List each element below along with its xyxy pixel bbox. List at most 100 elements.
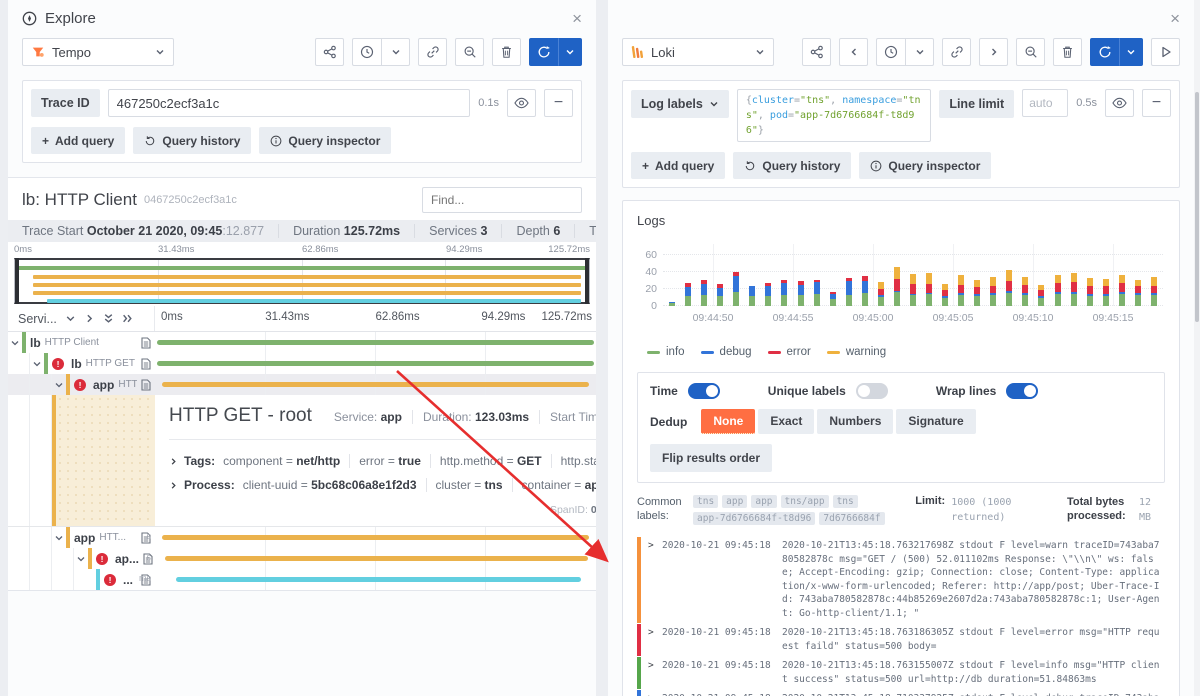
chevron-down-icon[interactable] bbox=[76, 554, 86, 564]
double-chevron-down-icon[interactable] bbox=[103, 313, 114, 324]
run-query-button[interactable] bbox=[529, 38, 558, 66]
legend-item-warning[interactable]: warning bbox=[826, 346, 886, 358]
chevron-down-icon[interactable] bbox=[10, 338, 20, 348]
chart-bar[interactable] bbox=[829, 292, 836, 306]
trace-find-input[interactable] bbox=[422, 187, 582, 213]
remove-query-button[interactable]: − bbox=[1142, 89, 1171, 117]
dedup-option-signature[interactable]: Signature bbox=[896, 409, 976, 434]
chevron-down-icon[interactable] bbox=[54, 533, 64, 543]
close-left-pane-icon[interactable]: × bbox=[572, 8, 582, 28]
time-range-button[interactable] bbox=[876, 38, 905, 66]
time-range-dropdown[interactable] bbox=[905, 38, 934, 66]
chart-bar[interactable] bbox=[797, 281, 804, 306]
logql-query-input[interactable]: {cluster="tns", namespace="tns", pod="ap… bbox=[736, 89, 932, 142]
legend-item-debug[interactable]: debug bbox=[700, 346, 752, 358]
query-inspector-button[interactable]: Query inspector bbox=[259, 127, 392, 154]
clear-button[interactable] bbox=[492, 38, 521, 66]
link-split-button[interactable] bbox=[942, 38, 971, 66]
chart-bar[interactable] bbox=[1054, 274, 1061, 306]
link-split-button[interactable] bbox=[418, 38, 447, 66]
double-chevron-right-icon[interactable] bbox=[122, 313, 133, 324]
log-row-debug[interactable]: >2020-10-21 09:45:182020-10-21T13:45:18.… bbox=[637, 690, 1165, 696]
query-inspector-button[interactable]: Query inspector bbox=[859, 152, 992, 179]
span-duration-bar[interactable] bbox=[162, 382, 589, 387]
zoom-out-button[interactable] bbox=[455, 38, 484, 66]
span-duration-bar[interactable] bbox=[162, 535, 589, 540]
log-labels-selector[interactable]: Log labels bbox=[631, 90, 729, 118]
span-row-db[interactable]: ! ... ms bbox=[8, 569, 596, 590]
run-query-dropdown[interactable] bbox=[558, 38, 582, 66]
dedup-option-exact[interactable]: Exact bbox=[758, 409, 815, 434]
expand-log-row-icon[interactable]: > bbox=[648, 692, 662, 696]
flip-results-order-button[interactable]: Flip results order bbox=[650, 444, 773, 472]
span-duration-bar[interactable] bbox=[156, 361, 595, 366]
span-row-app-http-selected[interactable]: ! app HTTP... bbox=[8, 374, 596, 395]
span-logs-icon[interactable] bbox=[141, 573, 151, 586]
span-tags-row[interactable]: Tags: component = net/http error = true … bbox=[169, 454, 596, 468]
chart-bar[interactable] bbox=[1022, 277, 1029, 306]
chart-bar[interactable] bbox=[1038, 284, 1045, 306]
expand-log-row-icon[interactable]: > bbox=[648, 627, 654, 638]
span-row-lb-http-client[interactable]: lb HTTP Client bbox=[8, 332, 596, 353]
chart-bar[interactable] bbox=[749, 285, 756, 306]
page-scrollbar[interactable] bbox=[1194, 0, 1200, 696]
span-duration-bar[interactable] bbox=[156, 340, 595, 345]
disable-query-button[interactable] bbox=[507, 89, 536, 117]
clear-button[interactable] bbox=[1053, 38, 1082, 66]
legend-item-info[interactable]: info bbox=[647, 346, 685, 358]
span-duration-bar[interactable] bbox=[164, 556, 589, 561]
datasource-picker-loki[interactable]: Loki bbox=[622, 38, 774, 66]
add-query-button[interactable]: + Add query bbox=[631, 152, 726, 179]
span-logs-icon[interactable] bbox=[141, 531, 151, 544]
zoom-out-button[interactable] bbox=[1016, 38, 1045, 66]
chart-bar[interactable] bbox=[877, 282, 884, 306]
close-right-pane-icon[interactable]: × bbox=[1170, 8, 1180, 28]
chart-bar[interactable] bbox=[958, 275, 965, 306]
minimap-left-handle[interactable] bbox=[15, 258, 19, 304]
line-limit-input[interactable] bbox=[1022, 89, 1069, 117]
chart-bar[interactable] bbox=[1150, 277, 1157, 306]
log-row-warn[interactable]: >2020-10-21 09:45:18 2020-10-21T13:45:18.… bbox=[637, 537, 1165, 623]
span-duration-bar[interactable] bbox=[176, 577, 581, 582]
chart-bar[interactable] bbox=[845, 277, 852, 306]
chevron-right-icon[interactable] bbox=[84, 313, 95, 324]
trace-minimap[interactable]: 0ms 31.43ms 62.86ms 94.29ms 125.72ms bbox=[14, 244, 590, 306]
run-query-button[interactable] bbox=[1090, 38, 1119, 66]
logs-histogram-plot[interactable]: 0 20 40 60 bbox=[645, 244, 1163, 312]
span-logs-icon[interactable] bbox=[141, 336, 151, 349]
time-range-button[interactable] bbox=[352, 38, 381, 66]
legend-item-error[interactable]: error bbox=[767, 346, 811, 358]
query-history-button[interactable]: Query history bbox=[733, 152, 852, 179]
chart-bar[interactable] bbox=[909, 273, 916, 306]
query-history-button[interactable]: Query history bbox=[133, 127, 252, 154]
chart-bar[interactable] bbox=[765, 283, 772, 306]
remove-query-button[interactable]: − bbox=[544, 89, 573, 117]
chart-bar[interactable] bbox=[781, 279, 788, 306]
time-shift-forward-button[interactable] bbox=[979, 38, 1008, 66]
chart-bar[interactable] bbox=[974, 279, 981, 306]
chart-bar[interactable] bbox=[1070, 272, 1077, 306]
chart-bar[interactable] bbox=[1118, 274, 1125, 306]
chart-bar[interactable] bbox=[813, 279, 820, 306]
scrollbar-thumb[interactable] bbox=[1195, 92, 1199, 322]
chart-bar[interactable] bbox=[990, 277, 997, 306]
chart-bar[interactable] bbox=[669, 301, 675, 306]
chart-bar[interactable] bbox=[1134, 279, 1141, 306]
add-query-button[interactable]: + Add query bbox=[31, 127, 126, 154]
log-row-info[interactable]: >2020-10-21 09:45:18 2020-10-21T13:45:18.… bbox=[637, 657, 1165, 689]
run-query-dropdown[interactable] bbox=[1119, 38, 1143, 66]
span-row-app-3[interactable]: ! ap... s bbox=[8, 548, 596, 569]
disable-query-button[interactable] bbox=[1105, 89, 1134, 117]
time-shift-back-button[interactable] bbox=[839, 38, 868, 66]
share-button[interactable] bbox=[802, 38, 831, 66]
minimap-body[interactable] bbox=[14, 258, 590, 304]
chart-bar[interactable] bbox=[1086, 277, 1093, 306]
wrap-lines-toggle[interactable] bbox=[1006, 383, 1039, 399]
chart-bar[interactable] bbox=[926, 272, 932, 306]
share-button[interactable] bbox=[315, 38, 344, 66]
chart-bar[interactable] bbox=[1006, 270, 1013, 306]
expand-log-row-icon[interactable]: > bbox=[648, 660, 654, 671]
time-toggle[interactable] bbox=[687, 383, 720, 399]
chart-bar[interactable] bbox=[701, 279, 708, 306]
span-logs-icon[interactable] bbox=[141, 357, 151, 370]
